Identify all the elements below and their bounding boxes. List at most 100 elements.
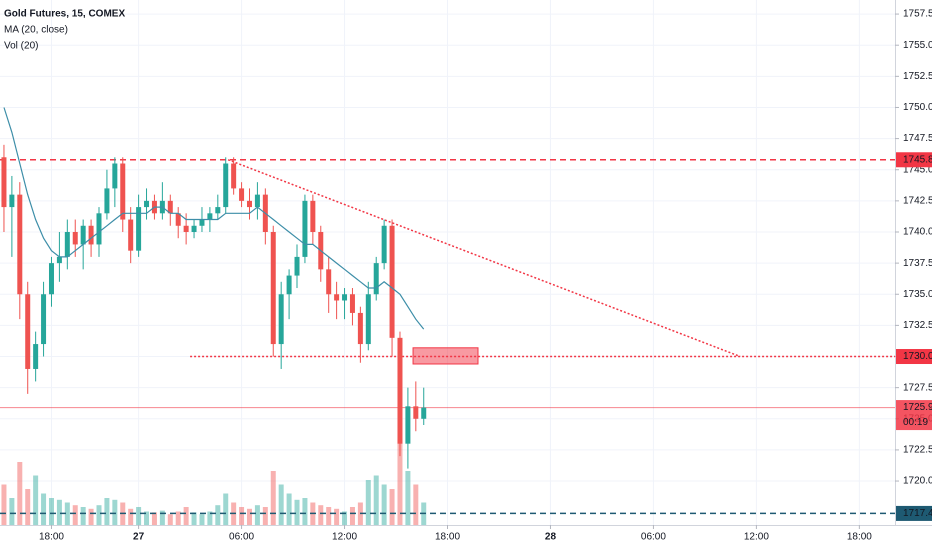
candle-body — [104, 188, 110, 214]
legend: Gold Futures, 15, COMEX MA (20, close) V… — [4, 9, 125, 52]
y-tick-label: 1732.5 — [903, 320, 932, 331]
y-tick-label: 1740.0 — [903, 227, 932, 238]
candle-body — [349, 294, 355, 313]
volume-bar — [397, 439, 403, 525]
candle-body — [405, 406, 411, 444]
candle-body — [72, 231, 78, 245]
volume-bar — [381, 484, 387, 525]
volume-bar — [207, 511, 213, 525]
volume-bar — [223, 493, 229, 525]
volume-bar — [302, 498, 308, 525]
candle-body — [270, 231, 276, 345]
candle-body — [342, 294, 348, 301]
volume-bar — [159, 510, 165, 525]
volume-bar — [1, 484, 7, 525]
volume-bar — [294, 499, 300, 525]
volume-bar — [413, 484, 419, 525]
candle-body — [246, 200, 252, 208]
y-tick-label: 1737.5 — [903, 258, 932, 269]
volume-bar — [318, 505, 324, 525]
volume-bar — [254, 505, 260, 525]
countdown: 00:19 — [903, 417, 928, 428]
candle-body — [215, 207, 221, 214]
candle-body — [96, 213, 102, 245]
x-tick-label: 18:00 — [435, 532, 460, 543]
volume-bar — [365, 480, 371, 525]
price-level-label: 1730.0 — [903, 351, 932, 362]
price-level-tag — [896, 505, 932, 521]
y-tick-label: 1720.0 — [903, 476, 932, 487]
y-tick-label: 1757.5 — [903, 9, 932, 20]
volume-bar — [334, 508, 340, 525]
volume-bar — [136, 507, 142, 525]
volume-bar — [183, 507, 189, 525]
volume-bar — [262, 507, 268, 525]
y-tick-label: 1747.5 — [903, 133, 932, 144]
price-level-tag — [896, 400, 932, 431]
volume-bar — [88, 508, 94, 525]
y-tick-label: 1750.0 — [903, 102, 932, 113]
candle-body — [112, 163, 118, 189]
candle-body — [167, 200, 173, 214]
candle-body — [191, 225, 197, 232]
price-level-label: 1725.9 — [903, 402, 932, 413]
volume-bar — [175, 511, 181, 525]
candle-body — [56, 256, 62, 264]
x-tick-label: 06:00 — [229, 532, 254, 543]
candle-body — [120, 163, 126, 220]
volume-bar — [33, 475, 39, 525]
candle-body — [389, 225, 395, 338]
volume-bar — [104, 498, 110, 525]
y-tick-label: 1742.5 — [903, 196, 932, 207]
y-tick-label: 1722.5 — [903, 445, 932, 456]
volume-bar — [215, 505, 221, 525]
volume-bar — [17, 462, 23, 525]
volume-bar — [286, 493, 292, 525]
volume-bar — [239, 507, 245, 525]
volume-bar — [72, 505, 78, 525]
trendline — [227, 159, 741, 358]
price-level-tag — [896, 152, 932, 168]
candle-body — [278, 294, 284, 345]
zone-rectangle — [412, 347, 479, 365]
volume-bar — [270, 471, 276, 525]
candle-body — [397, 337, 403, 444]
candle-body — [254, 194, 260, 208]
candle-body — [136, 207, 142, 251]
candle-body — [88, 225, 94, 245]
candle-body — [286, 275, 292, 295]
candle-body — [25, 294, 31, 369]
volume-bar — [9, 498, 15, 525]
moving-average — [3, 107, 425, 330]
price-level-tag — [896, 349, 932, 365]
candle-body — [294, 256, 300, 276]
x-tick-label: 18:00 — [847, 532, 872, 543]
candle-body — [33, 344, 39, 369]
candle-body — [357, 312, 363, 345]
volume-bar — [112, 499, 118, 525]
volume-bar — [191, 512, 197, 525]
candle-body — [80, 225, 86, 245]
candle-body — [413, 406, 419, 419]
volume-bar — [80, 507, 86, 525]
volume-bar — [389, 489, 395, 525]
price-level-label: 1745.8 — [903, 154, 932, 165]
volume-bar — [278, 484, 284, 525]
x-tick-label: 12:00 — [744, 532, 769, 543]
x-tick-label: 28 — [545, 532, 557, 543]
candle-body — [1, 157, 7, 208]
candle-body — [381, 225, 387, 264]
candle-body — [64, 231, 70, 257]
volume-bar — [128, 508, 134, 525]
candle-body — [334, 294, 340, 301]
legend-ma: MA (20, close) — [4, 25, 68, 36]
volume-bar — [342, 511, 348, 525]
candle-body — [207, 213, 213, 220]
candle-body — [373, 263, 379, 295]
x-tick-label: 18:00 — [39, 532, 64, 543]
volume-bar — [25, 489, 31, 525]
candle-body — [223, 163, 229, 208]
y-tick-label: 1745.0 — [903, 164, 932, 175]
